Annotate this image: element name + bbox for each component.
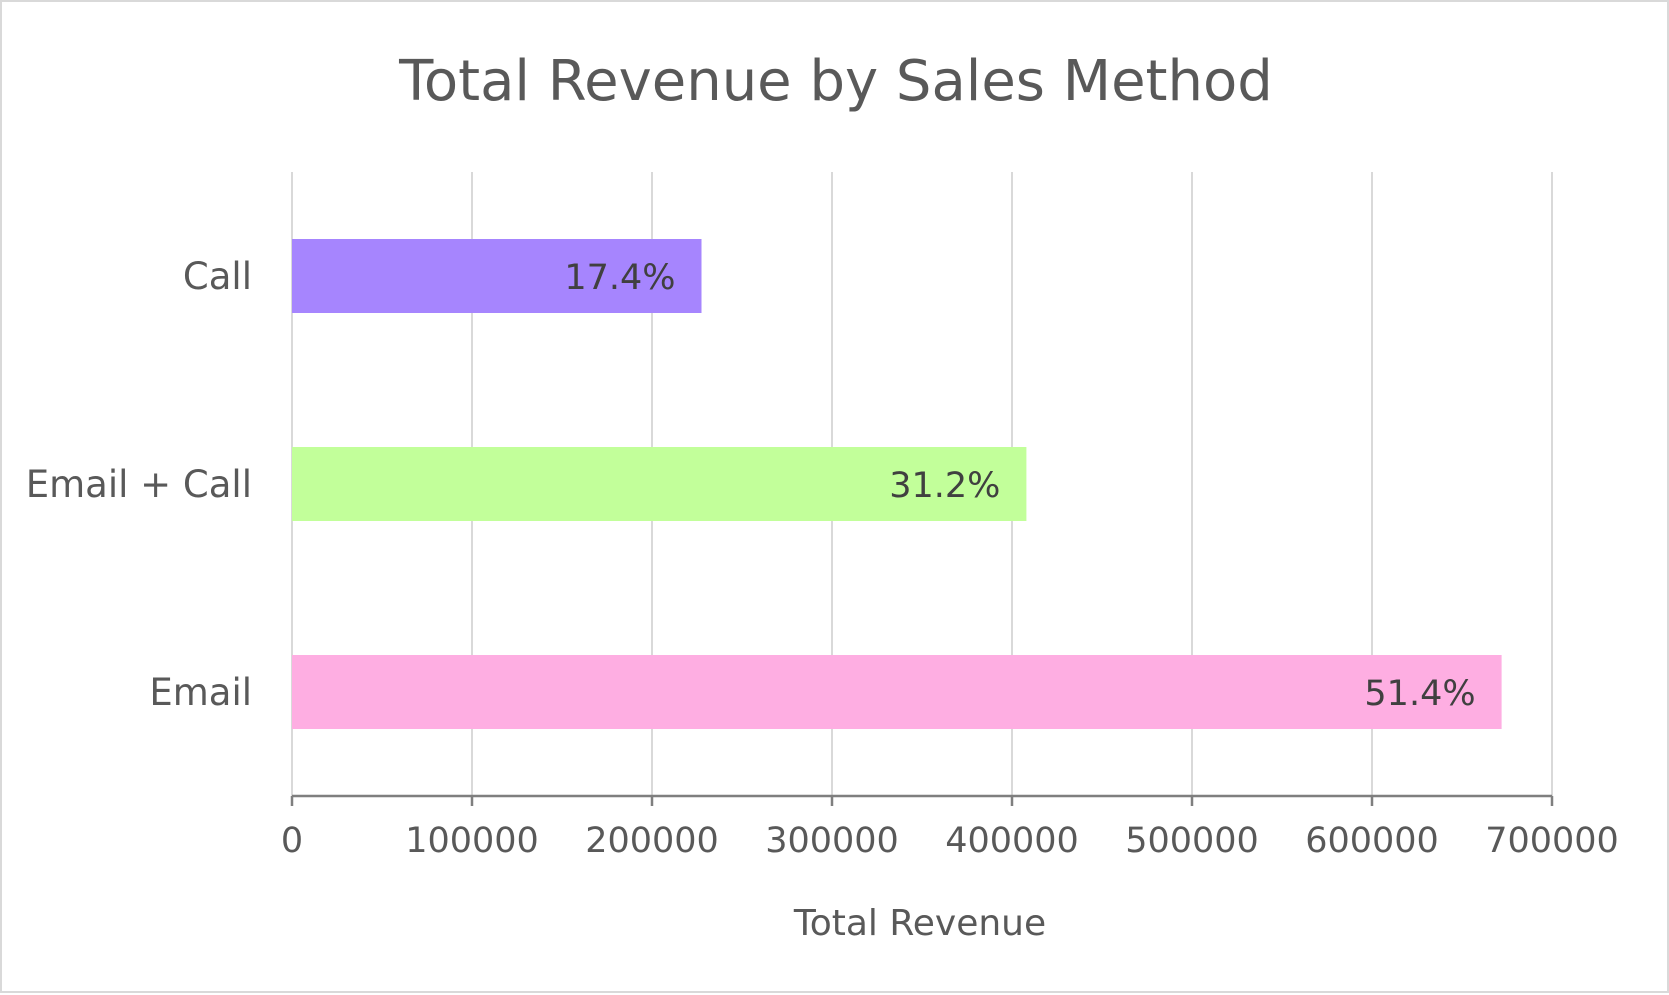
x-tick-label: 200000: [585, 821, 719, 861]
y-category-label: Call: [183, 255, 252, 298]
x-tick-label: 0: [281, 821, 303, 861]
bar: [292, 655, 1502, 729]
y-category-label: Email: [149, 671, 252, 714]
x-tick-label: 600000: [1305, 821, 1439, 861]
x-axis-title: Total Revenue: [793, 903, 1046, 944]
data-label: 17.4%: [564, 258, 675, 298]
bar: [292, 239, 702, 313]
x-tick-label: 700000: [1485, 821, 1619, 861]
bar: [292, 447, 1027, 521]
labels: Call 17.4% Email + Call 31.2% Email 51.4%: [26, 255, 1476, 714]
bars: [292, 239, 1502, 729]
x-tick-label: 300000: [765, 821, 899, 861]
x-tick-label: 100000: [405, 821, 539, 861]
data-label: 51.4%: [1364, 674, 1475, 714]
data-label: 31.2%: [889, 466, 1000, 506]
chart-title: Total Revenue by Sales Method: [398, 49, 1273, 114]
y-category-label: Email + Call: [26, 463, 252, 506]
x-tick-label: 400000: [945, 821, 1079, 861]
x-tick-label: 500000: [1125, 821, 1259, 861]
x-axis: 0 100000 200000 300000 400000 500000 600000 700…: [281, 794, 1619, 861]
